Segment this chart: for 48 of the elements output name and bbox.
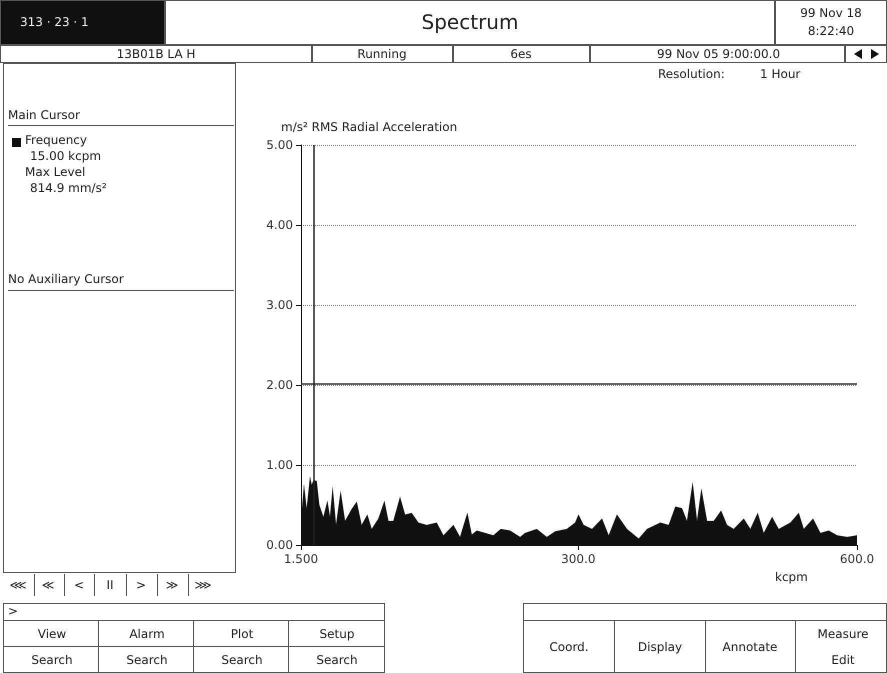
text: II [106,578,114,592]
text: Plot [230,627,254,641]
text: Frequency [25,133,87,147]
text: 6es [509,47,533,61]
text: Edit [830,653,856,667]
y-tick-label: 3.00 [266,298,293,312]
text: Search [220,653,264,667]
text: Resolution: [658,67,725,81]
text: Display [636,640,684,654]
text: Alarm [128,627,166,641]
text: Search [315,653,359,667]
text: 99 Nov 05 9:00:00.0 [657,47,780,61]
text: 8:22:40 [806,24,856,38]
text: Coord. [548,640,590,654]
text: 15.00 kcpm [30,149,102,163]
y-tick-label: 1.00 [266,458,293,472]
text: Setup [318,627,356,641]
text: ≪ [42,578,54,592]
x-tick-label: 300.0 [561,552,596,566]
text: Max Level [25,165,86,179]
x-axis-title: kcpm [775,570,808,584]
text: > [136,578,146,592]
chart-title: Spectrum [420,10,520,34]
text: < [74,578,84,592]
text: 13B01B LA H [116,47,196,61]
text: Main Cursor [8,108,80,122]
y-tick-label: 4.00 [266,218,293,232]
y-tick-label: 0.00 [266,538,293,552]
text: Annotate [722,640,778,654]
text: Measure [816,627,870,641]
text: 313 · 23 · 1 [20,15,89,29]
text: ≫ [166,578,178,592]
text: Search [30,653,74,667]
x-tick-label: 600.0 [840,552,874,566]
y-axis-title: m/s² RMS Radial Acceleration [281,120,458,134]
text: View [36,627,68,641]
x-tick-label: 1.500 [284,552,318,566]
text: 99 Nov 18 [799,6,863,20]
text: 814.9 mm/s² [30,181,107,195]
text: Running [356,47,408,61]
text: 1 Hour [760,67,800,81]
text: No Auxiliary Cursor [8,272,124,286]
text: Search [125,653,169,667]
text: ⋘ [9,578,27,592]
text: > [8,604,18,618]
text: ⋙ [194,578,212,592]
y-tick-label: 5.00 [266,138,293,152]
y-tick-label: 2.00 [266,378,293,392]
